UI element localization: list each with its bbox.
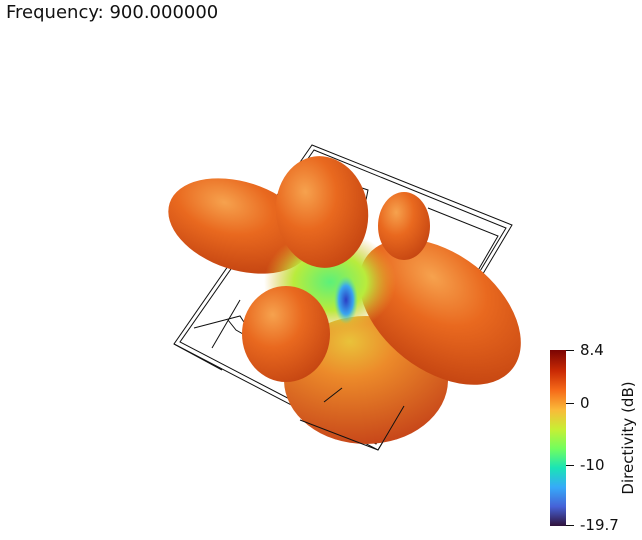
pcb-board-front-edges <box>173 343 405 451</box>
colorbar-zero-label: 0 <box>580 394 590 412</box>
colorbar-title: Directivity (dB) <box>619 381 637 495</box>
colorbar-tick-min <box>566 525 574 526</box>
back-right-lobe <box>378 192 430 260</box>
colorbar-tick-zero <box>566 403 574 404</box>
colorbar-mid-label: -10 <box>580 456 605 474</box>
pattern-null-region <box>334 276 358 324</box>
colorbar-tick-max <box>566 350 574 351</box>
right-lobe <box>359 239 521 385</box>
colorbar-max-label: 8.4 <box>580 341 604 359</box>
lower-left-lobe <box>242 286 330 382</box>
frequency-label: Frequency: 900.000000 <box>6 2 219 23</box>
directivity-colorbar <box>550 350 566 526</box>
top-lobe <box>275 156 369 268</box>
colorbar-tick-mid <box>566 465 574 466</box>
colorbar-min-label: -19.7 <box>580 516 619 534</box>
left-lobe <box>168 178 312 274</box>
